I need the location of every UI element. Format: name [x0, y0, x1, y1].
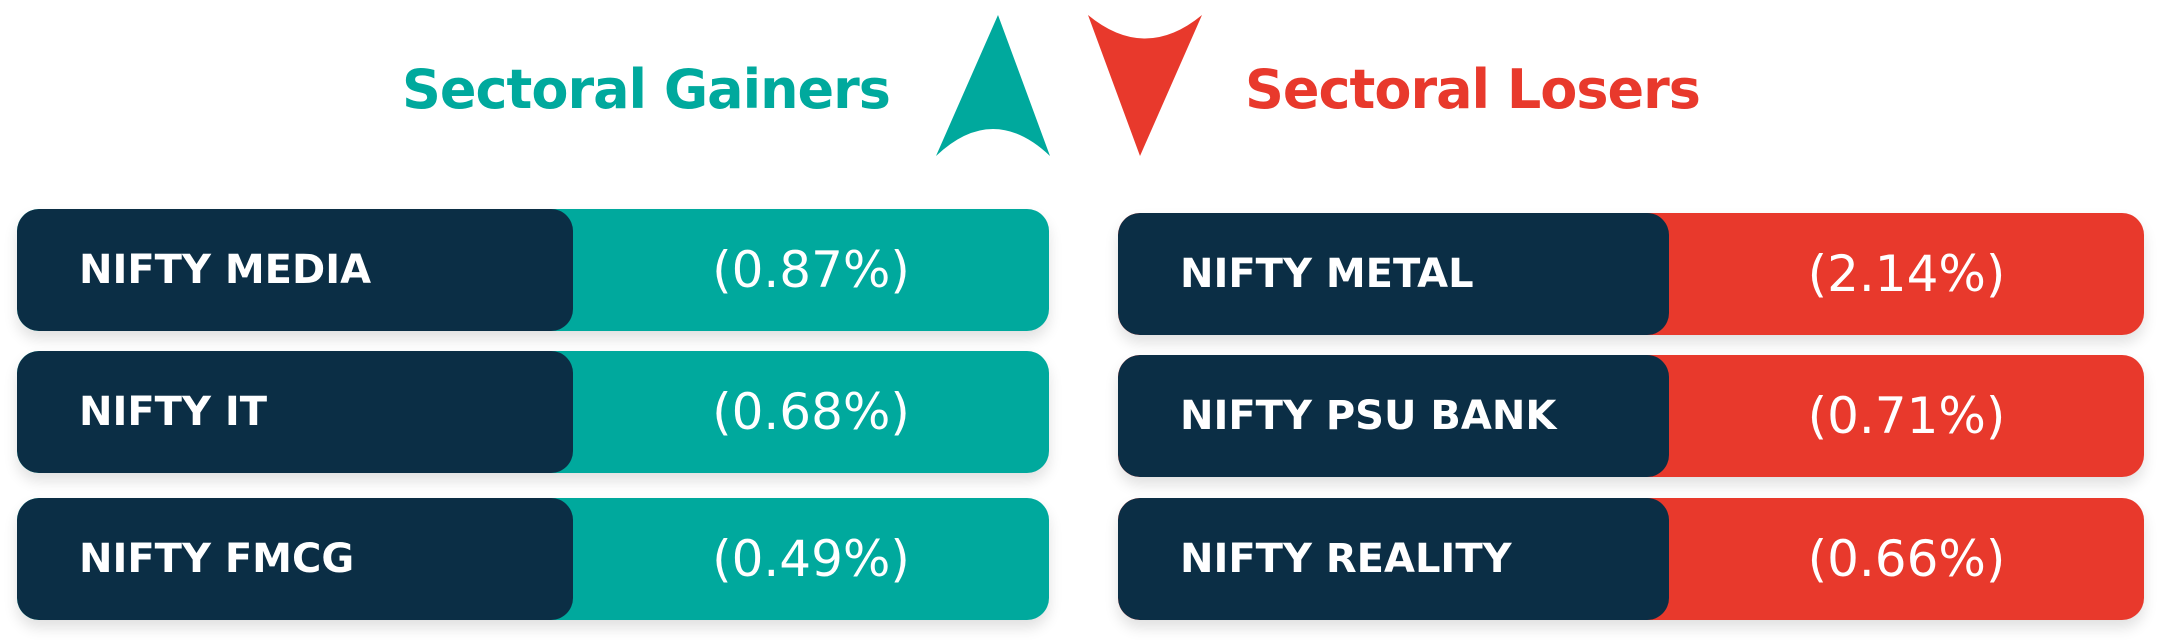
sector-row: NIFTY FMCG (0.49%) [17, 498, 1049, 620]
sector-change: (0.68%) [712, 383, 910, 441]
sector-row: NIFTY MEDIA (0.87%) [17, 209, 1049, 331]
losers-title: Sectoral Losers [1245, 58, 1701, 121]
sector-row: NIFTY IT (0.68%) [17, 351, 1049, 473]
down-arrow [1088, 15, 1202, 156]
gainers-title: Sectoral Gainers [402, 58, 891, 121]
sector-row: NIFTY METAL (2.14%) [1118, 213, 2144, 335]
sector-name: NIFTY MEDIA [17, 209, 573, 331]
sector-name: NIFTY REALITY [1118, 498, 1669, 620]
sector-name: NIFTY METAL [1118, 213, 1669, 335]
sector-name: NIFTY FMCG [17, 498, 573, 620]
sector-name: NIFTY IT [17, 351, 573, 473]
sector-change: (0.49%) [712, 530, 910, 588]
sector-change: (0.71%) [1807, 387, 2006, 445]
sector-row: NIFTY REALITY (0.66%) [1118, 498, 2144, 620]
sector-change: (2.14%) [1807, 245, 2006, 303]
sector-change: (0.66%) [1807, 530, 2006, 588]
sector-name: NIFTY PSU BANK [1118, 355, 1669, 477]
up-arrow [936, 15, 1050, 156]
sector-row: NIFTY PSU BANK (0.71%) [1118, 355, 2144, 477]
arrows [936, 15, 1202, 156]
sector-change: (0.87%) [712, 241, 910, 299]
